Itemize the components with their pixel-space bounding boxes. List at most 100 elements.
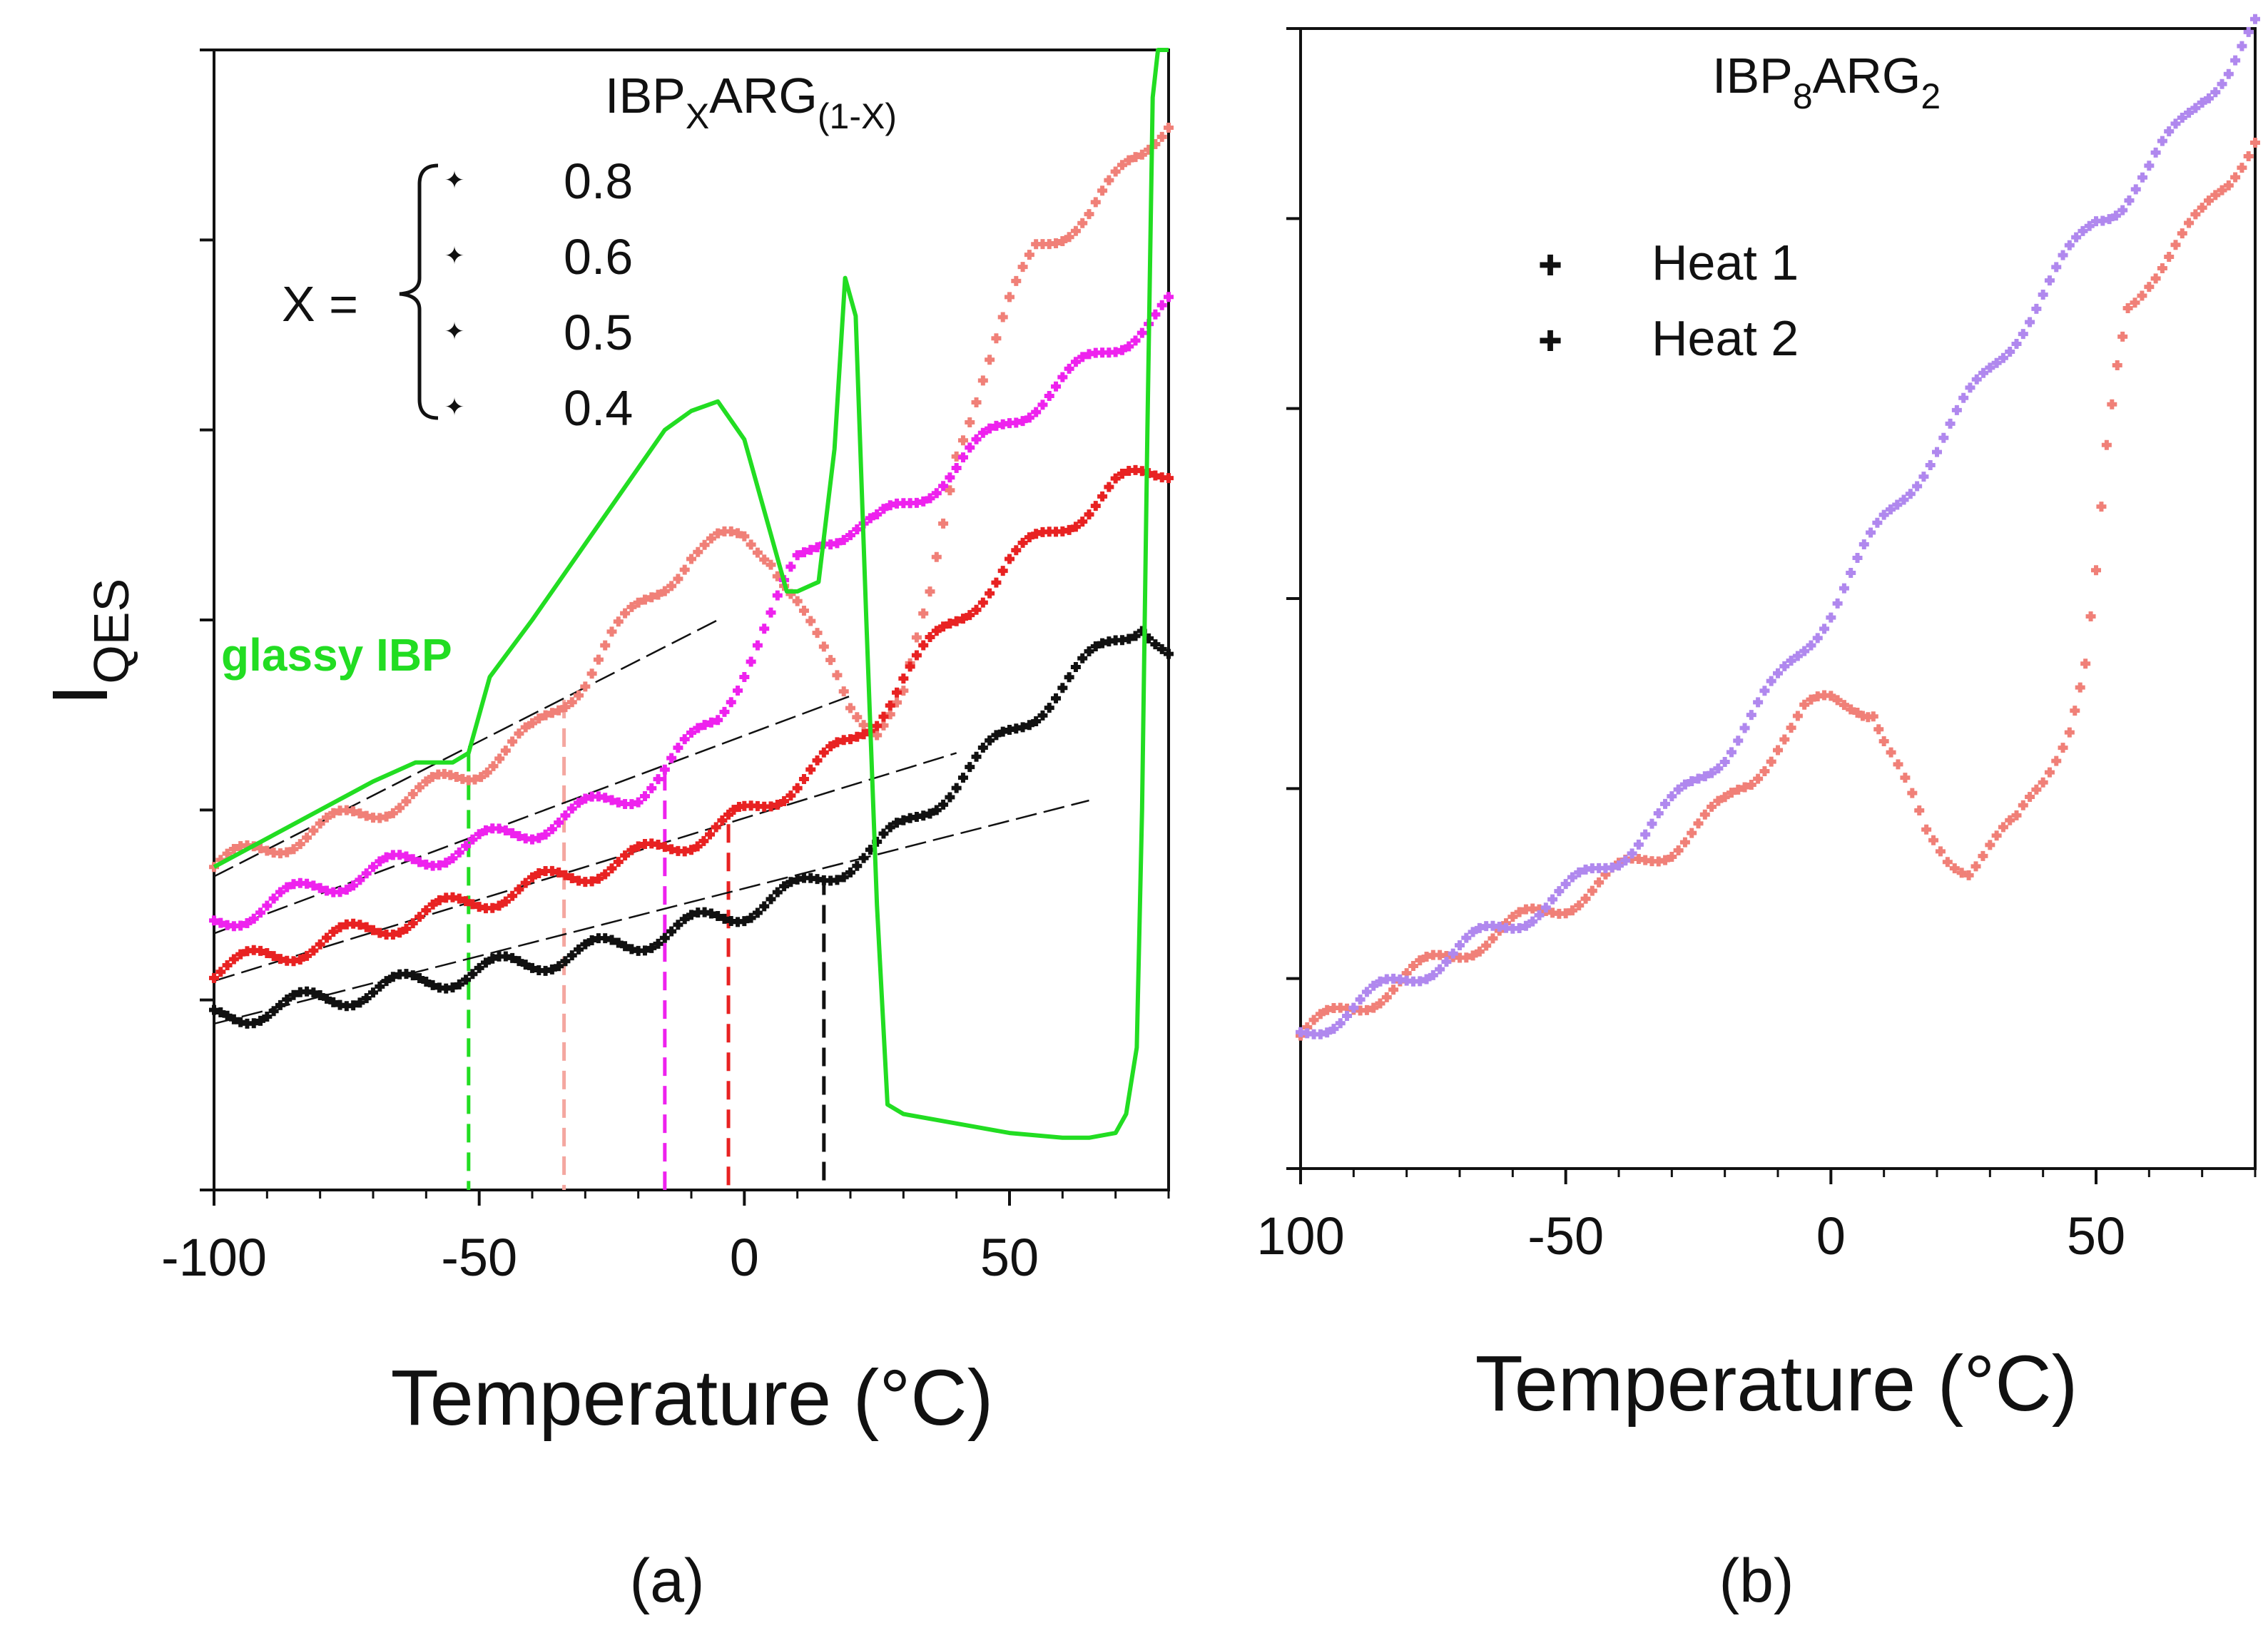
data-point-0.4: [1051, 693, 1062, 703]
data-point-0.6: [838, 534, 849, 545]
data-point-0.8: [494, 753, 505, 764]
data-point-heat-1: [1963, 870, 1974, 880]
data-point-0.6: [713, 715, 723, 726]
data-point-heat-1: [1594, 877, 1605, 887]
data-point-0.8: [387, 808, 398, 818]
data-point-0.8: [606, 626, 617, 637]
data-point-0.8: [957, 435, 968, 446]
data-point-0.4: [779, 881, 790, 892]
data-point-0.6: [606, 795, 617, 805]
data-point-heat-1: [1375, 998, 1385, 1009]
data-point-0.6: [441, 858, 452, 868]
data-point-heat-1: [1679, 837, 1690, 848]
data-point-0.4: [348, 1000, 359, 1011]
data-point-heat-1: [1673, 845, 1684, 855]
data-point-0.5: [626, 845, 637, 855]
data-point-0.5: [1005, 554, 1015, 564]
data-point-heat-1: [1779, 734, 1790, 745]
data-point-0.6: [1064, 363, 1074, 374]
data-point-heat-2: [1885, 504, 1896, 515]
data-point-heat-1: [1574, 900, 1585, 911]
data-point-0.4: [514, 956, 524, 967]
data-point-heat-1: [1942, 857, 1953, 868]
data-point-heat-1: [2217, 185, 2227, 195]
data-point-0.6: [918, 496, 929, 507]
data-point-0.8: [1164, 123, 1174, 133]
data-point-heat-1: [2122, 302, 2133, 313]
legend-marker-0.6: ✦: [444, 243, 465, 270]
data-point-heat-2: [1799, 646, 1810, 656]
data-point-0.8: [500, 746, 511, 756]
data-point-0.6: [315, 882, 325, 893]
data-point-0.6: [931, 488, 942, 499]
data-point-0.6: [282, 882, 293, 892]
data-point-heat-2: [2250, 14, 2260, 24]
data-point-0.5: [554, 868, 564, 878]
data-point-0.6: [686, 728, 696, 738]
data-point-heat-1: [1921, 824, 1932, 835]
data-point-0.4: [288, 990, 299, 1000]
data-point-heat-2: [1779, 661, 1790, 671]
data-point-0.8: [1070, 225, 1081, 236]
data-point-0.5: [215, 967, 226, 977]
data-point-heat-1: [1998, 822, 2008, 833]
data-point-heat-1: [2044, 767, 2055, 778]
data-point-heat-1: [2184, 218, 2195, 228]
data-point-0.6: [474, 829, 484, 840]
data-point-0.4: [228, 1014, 239, 1024]
data-point-0.6: [977, 427, 988, 438]
data-point-heat-1: [1488, 933, 1498, 944]
data-point-0.4: [375, 981, 385, 992]
data-point-0.8: [832, 670, 843, 681]
data-point-0.8: [1130, 152, 1141, 163]
data-point-0.5: [315, 939, 325, 950]
data-point-heat-1: [2243, 151, 2254, 161]
data-point-heat-1: [2091, 565, 2101, 576]
data-point-heat-1: [1746, 779, 1756, 790]
data-point-0.5: [1084, 509, 1094, 520]
data-point-0.4: [931, 805, 942, 815]
data-point-0.4: [945, 792, 955, 803]
data-point-heat-2: [2058, 250, 2068, 260]
data-point-heat-2: [2144, 161, 2155, 171]
data-point-0.6: [1017, 416, 1028, 427]
data-point-heat-2: [1806, 640, 1816, 651]
data-point-0.5: [911, 650, 922, 661]
data-point-0.8: [527, 718, 537, 728]
data-point-0.8: [476, 772, 487, 783]
data-point-0.6: [792, 550, 803, 561]
data-point-0.4: [686, 910, 696, 920]
data-point-0.4: [248, 1018, 259, 1029]
data-point-0.8: [514, 728, 524, 739]
data-point-heat-1: [1792, 711, 1803, 721]
data-point-heat-2: [2005, 347, 2015, 357]
data-point-heat-2: [1428, 970, 1438, 980]
data-point-heat-1: [1914, 805, 1925, 815]
data-point-heat-2: [2190, 103, 2201, 113]
data-point-0.4: [308, 987, 319, 998]
data-point-0.4: [560, 956, 571, 967]
data-point-0.6: [772, 590, 783, 601]
data-point-0.6: [699, 720, 710, 731]
data-point-0.4: [759, 901, 770, 912]
data-point-0.8: [706, 533, 716, 544]
data-point-0.8: [858, 720, 869, 731]
series-glassy-ibp: [213, 48, 1169, 1140]
data-point-0.5: [698, 835, 709, 846]
series-0.8: [209, 123, 1174, 873]
data-point-0.6: [507, 828, 518, 838]
data-point-0.5: [772, 799, 783, 810]
data-point-heat-1: [2230, 172, 2241, 183]
data-point-0.6: [1164, 292, 1174, 302]
data-point-heat-1: [1567, 905, 1577, 916]
data-point-heat-2: [2230, 55, 2241, 66]
data-point-0.5: [711, 822, 721, 833]
x-tick-label-50: -50: [441, 1228, 517, 1287]
data-point-0.8: [507, 736, 518, 747]
data-point-0.4: [832, 875, 843, 885]
data-point-heat-1: [1773, 745, 1783, 756]
data-point-0.8: [925, 586, 935, 597]
data-point-heat-2: [1918, 472, 1929, 482]
data-point-0.6: [971, 434, 982, 444]
data-point-0.5: [255, 945, 266, 956]
